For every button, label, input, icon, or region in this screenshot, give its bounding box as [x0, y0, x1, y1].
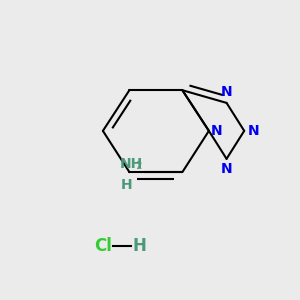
Text: N: N: [221, 162, 232, 176]
Text: NH: NH: [119, 157, 142, 171]
Text: H: H: [121, 178, 132, 192]
Text: H: H: [132, 237, 146, 255]
Text: N: N: [221, 85, 232, 99]
Text: 2: 2: [130, 160, 142, 171]
Text: Cl: Cl: [94, 237, 112, 255]
Text: N: N: [248, 124, 260, 138]
Text: N: N: [210, 124, 222, 138]
